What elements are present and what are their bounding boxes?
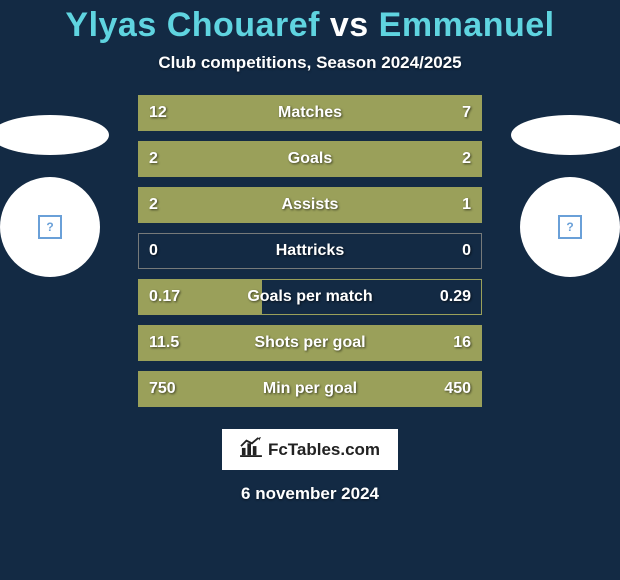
- stat-bar: 0.17Goals per match0.29: [138, 279, 482, 315]
- stat-bar-fill: [139, 188, 481, 222]
- stat-right-value: 7: [452, 104, 481, 122]
- stat-left-value: 2: [139, 196, 168, 214]
- stat-left-value: 0.17: [139, 288, 190, 306]
- subtitle: Club competitions, Season 2024/2025: [158, 53, 461, 73]
- stat-right-value: 1: [452, 196, 481, 214]
- title-vs: vs: [330, 6, 369, 44]
- stat-left-value: 2: [139, 150, 168, 168]
- stat-bar: 750Min per goal450: [138, 371, 482, 407]
- stat-bars: 12Matches7 2Goals2 2Assists1 0Hattricks0 0.1…: [138, 95, 482, 407]
- stat-right-value: 0: [452, 242, 481, 260]
- stat-left-value: 0: [139, 242, 168, 260]
- brand-text: FcTables.com: [268, 440, 380, 460]
- stat-bar-fill: [139, 96, 481, 130]
- avatar-head-shape: [0, 115, 109, 155]
- stat-bar: 11.5Shots per goal16: [138, 325, 482, 361]
- player2-avatar: ?: [510, 115, 620, 277]
- placeholder-badge-icon: ?: [38, 215, 62, 239]
- stat-bar-fill: [139, 142, 481, 176]
- stat-left-value: 12: [139, 104, 177, 122]
- title-player2: Emmanuel: [379, 6, 555, 44]
- stat-right-value: 2: [452, 150, 481, 168]
- stat-right-value: 0.29: [430, 288, 481, 306]
- stat-bar: 0Hattricks0: [138, 233, 482, 269]
- title-player1: Ylyas Chouaref: [65, 6, 320, 44]
- avatar-body-shape: ?: [0, 177, 100, 277]
- date-text: 6 november 2024: [241, 484, 379, 504]
- stat-bar: 2Goals2: [138, 141, 482, 177]
- stat-label: Hattricks: [139, 242, 481, 260]
- avatar-body-shape: ?: [520, 177, 620, 277]
- brand-badge: FcTables.com: [222, 429, 398, 470]
- stat-bar-fill: [139, 326, 481, 360]
- placeholder-badge-icon: ?: [558, 215, 582, 239]
- content-root: Ylyas Chouaref vs Emmanuel Club competit…: [0, 0, 620, 580]
- stat-bar-fill: [139, 372, 481, 406]
- stat-right-value: 450: [434, 380, 481, 398]
- avatar-head-shape: [511, 115, 620, 155]
- stat-right-value: 16: [443, 334, 481, 352]
- stat-bar: 12Matches7: [138, 95, 482, 131]
- page-title: Ylyas Chouaref vs Emmanuel: [65, 6, 554, 45]
- stat-bar: 2Assists1: [138, 187, 482, 223]
- stat-left-value: 750: [139, 380, 186, 398]
- player1-avatar: ?: [0, 115, 110, 277]
- chart-icon: [240, 437, 262, 462]
- stat-left-value: 11.5: [139, 334, 189, 352]
